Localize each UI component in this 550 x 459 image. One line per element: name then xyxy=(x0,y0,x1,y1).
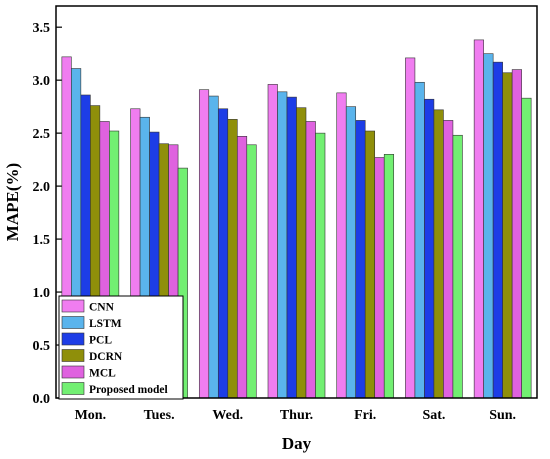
y-axis-title: MAPE(%) xyxy=(3,163,22,241)
bar-cnn xyxy=(198,89,210,399)
x-tick-label: Tues. xyxy=(144,408,175,423)
x-axis-ticks: Mon. Tues. Wed. Thur. Fri. Sat. Sun. xyxy=(75,392,516,423)
legend: CNN LSTM PCL DCRN MCL Proposed model xyxy=(58,295,184,400)
bar-cnn xyxy=(267,84,278,399)
bar-dcrn xyxy=(502,72,513,399)
bar-mcl xyxy=(236,136,248,399)
bar-dcrn xyxy=(296,107,307,399)
legend-label: CNN xyxy=(89,302,115,314)
legend-label: MCL xyxy=(89,368,116,380)
bar-cnn xyxy=(405,57,416,399)
legend-swatch xyxy=(61,349,85,362)
bar-dcrn xyxy=(433,109,444,399)
bar-proposed-model xyxy=(452,134,463,399)
plot-frame xyxy=(55,5,538,399)
x-tick-label: Wed. xyxy=(212,408,243,423)
legend-label: LSTM xyxy=(89,318,122,330)
bar-pcl xyxy=(286,96,297,399)
y-tick-label: 2.0 xyxy=(33,180,51,195)
bar-lstm xyxy=(483,53,494,399)
x-tick-label: Thur. xyxy=(280,408,313,423)
legend-swatch xyxy=(61,332,85,346)
bars xyxy=(61,39,532,399)
legend-swatch xyxy=(61,382,85,395)
y-axis-ticks: 0.0 0.5 1.0 1.5 2.0 2.5 3.0 3.5 xyxy=(33,21,62,407)
y-tick-label: 0.0 xyxy=(33,392,51,407)
legend-swatch xyxy=(61,365,85,379)
bar-lstm xyxy=(277,91,288,399)
bar-cnn xyxy=(473,39,484,399)
bar-mcl xyxy=(305,121,316,399)
x-tick-label: Sat. xyxy=(422,408,445,423)
bar-proposed-model xyxy=(246,144,257,399)
bar-lstm xyxy=(208,95,219,399)
y-tick-label: 2.5 xyxy=(33,127,51,142)
bar-pcl xyxy=(217,108,229,399)
bar-proposed-model xyxy=(383,154,395,399)
x-tick-label: Mon. xyxy=(75,408,107,423)
bar-mcl xyxy=(374,157,385,399)
y-tick-label: 1.5 xyxy=(33,233,51,248)
y-tick-label: 0.5 xyxy=(33,339,51,354)
bar-cnn xyxy=(336,92,347,399)
legend-label: Proposed model xyxy=(89,384,168,396)
bar-dcrn xyxy=(227,119,238,399)
bar-pcl xyxy=(492,61,503,399)
legend-label: DCRN xyxy=(89,351,123,363)
y-tick-label: 3.5 xyxy=(33,21,51,36)
bar-lstm xyxy=(345,106,357,399)
x-axis-title: Day xyxy=(282,434,312,453)
legend-swatch xyxy=(61,316,85,329)
bar-proposed-model xyxy=(315,132,326,399)
y-tick-label: 1.0 xyxy=(33,286,51,301)
x-tick-label: Fri. xyxy=(354,408,376,423)
bar-dcrn xyxy=(364,130,376,399)
bar-mcl xyxy=(511,69,522,399)
bar-lstm xyxy=(414,81,425,399)
bar-proposed-model xyxy=(521,97,532,399)
legend-box xyxy=(58,295,184,400)
legend-swatch xyxy=(61,299,85,313)
legend-label: PCL xyxy=(89,335,112,347)
bar-pcl xyxy=(355,120,366,399)
x-tick-label: Sun. xyxy=(489,408,516,423)
y-tick-label: 3.0 xyxy=(33,74,51,89)
bar-mcl xyxy=(443,120,454,399)
bar-pcl xyxy=(424,98,435,399)
